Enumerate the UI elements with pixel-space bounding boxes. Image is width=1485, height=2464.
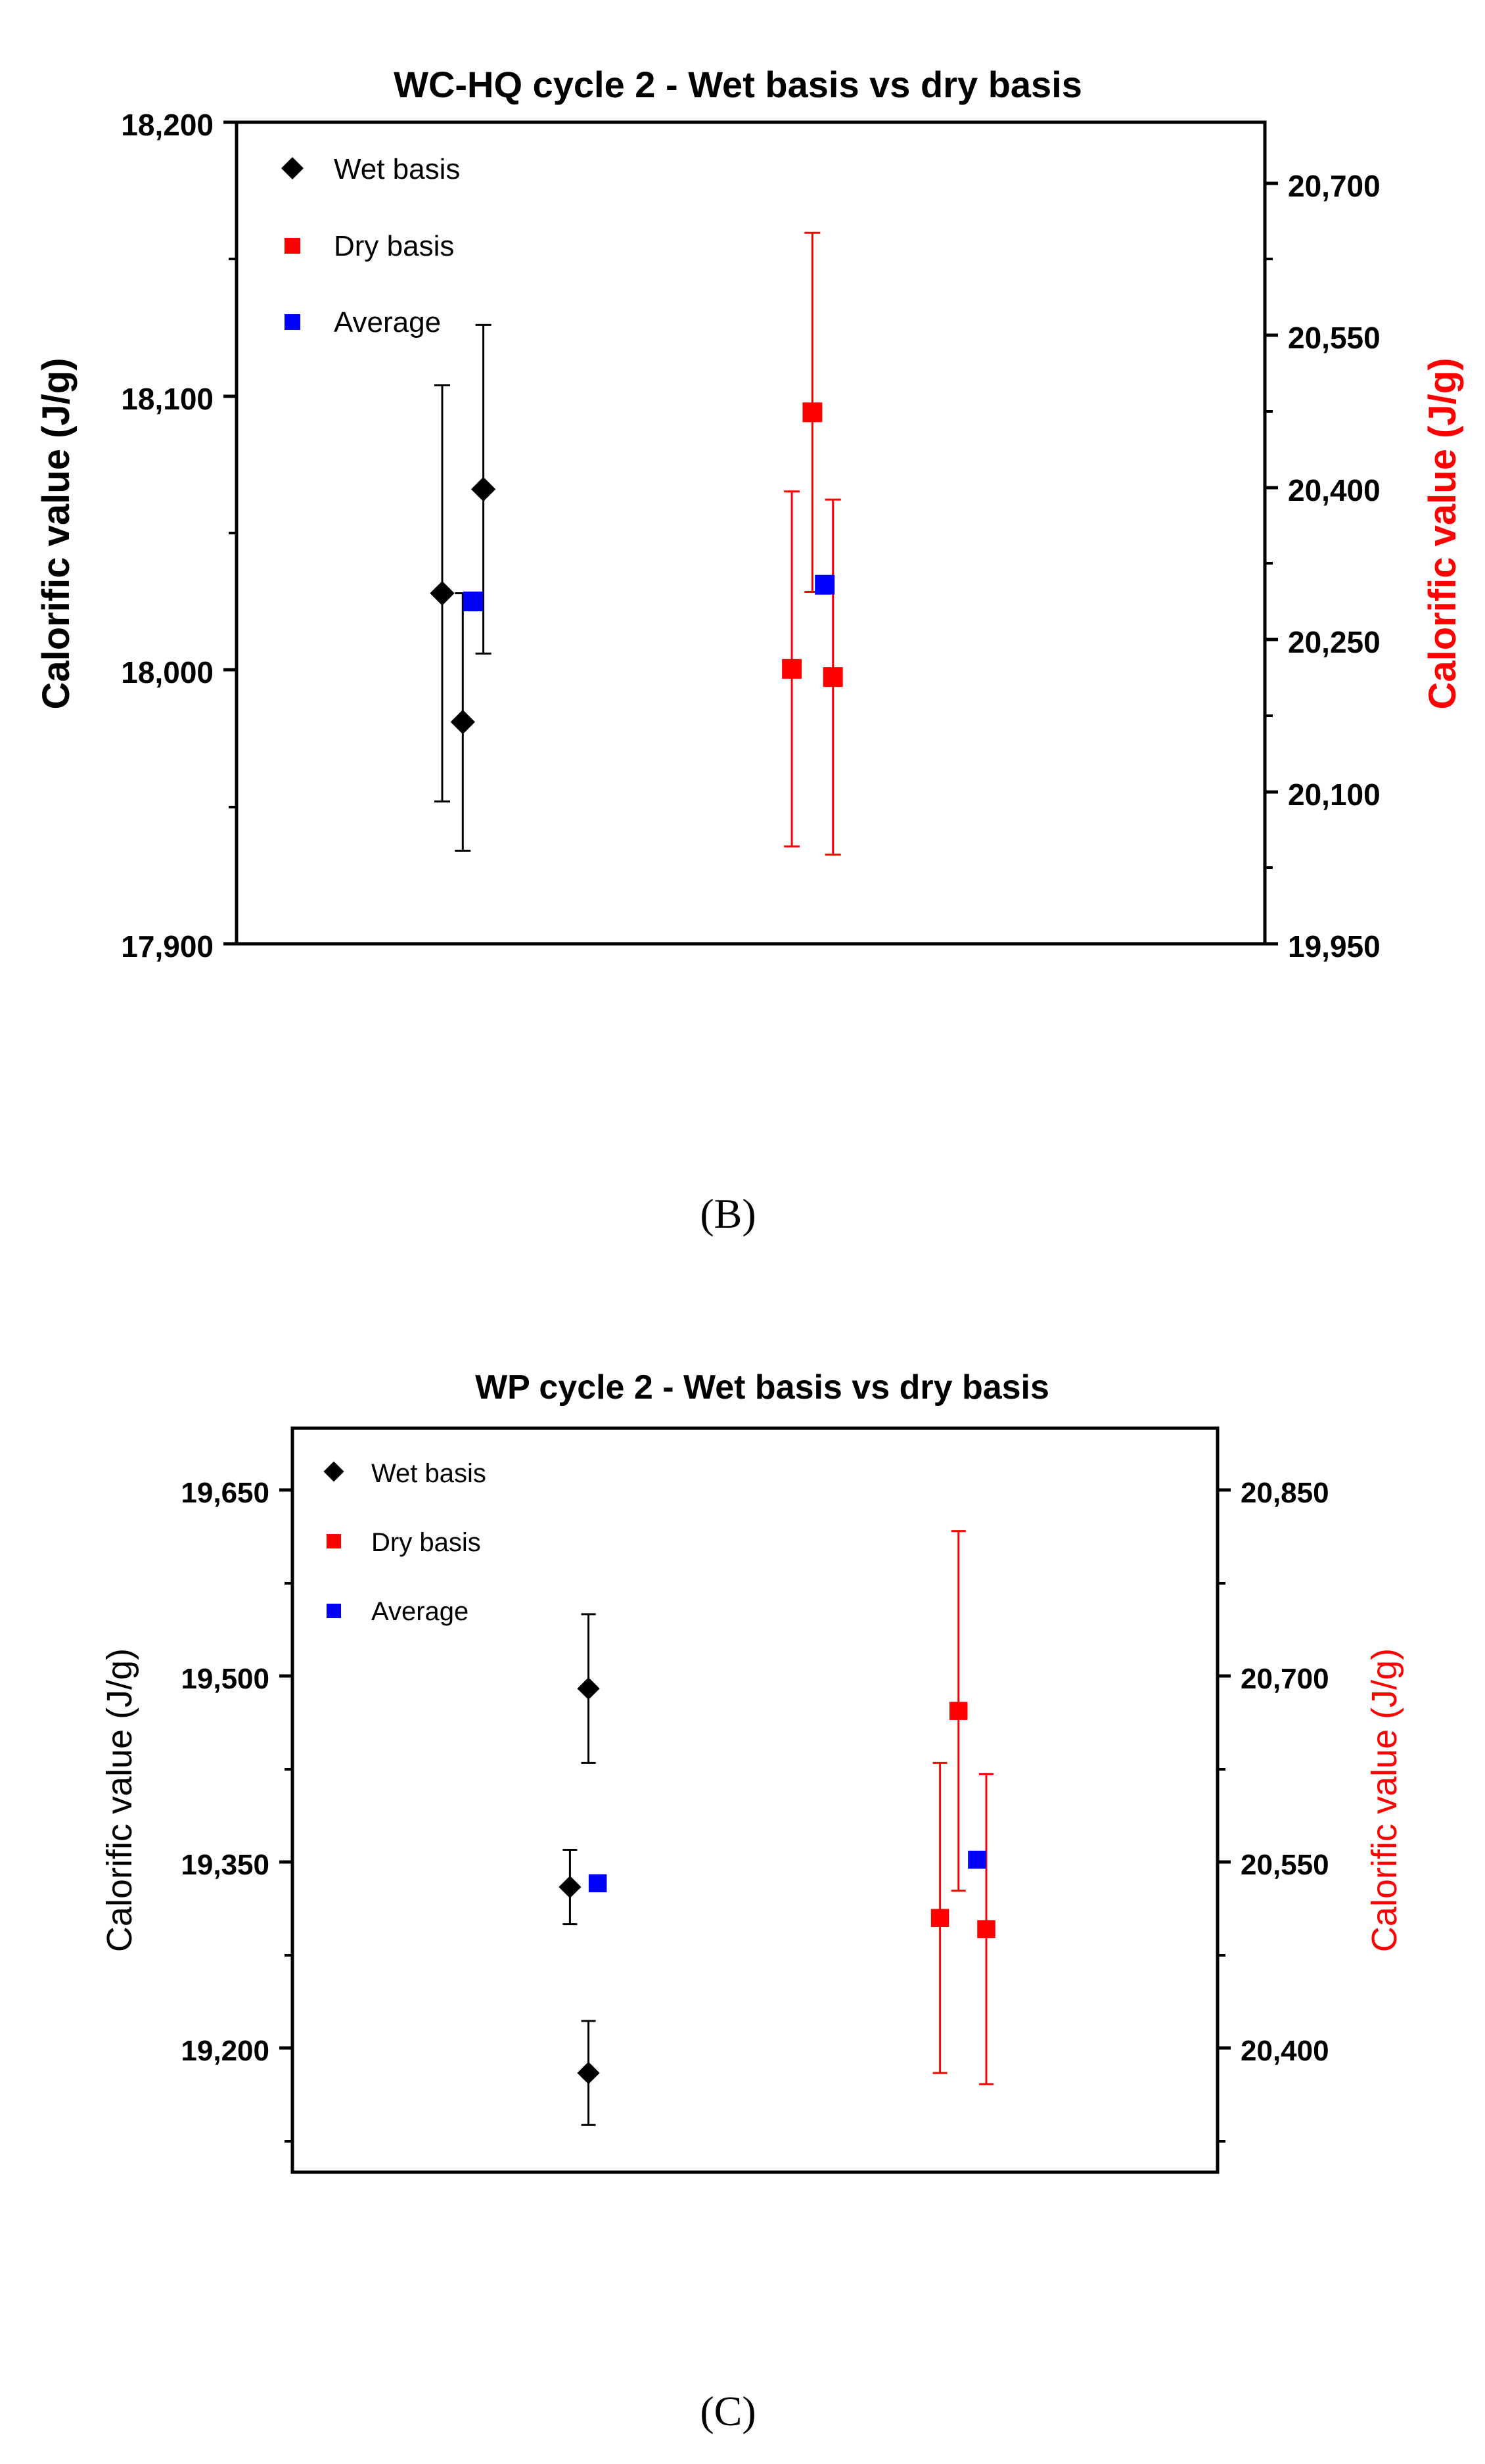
y-tick-label: 19,200	[181, 2035, 269, 2067]
right-axis-ticks	[1218, 1488, 1231, 2143]
chart-title: WP cycle 2 - Wet basis vs dry basis	[475, 1368, 1049, 1406]
wet-basis-point	[430, 580, 455, 606]
y2-tick-label: 20,700	[1241, 1663, 1329, 1695]
y-tick-label: 18,200	[121, 108, 214, 142]
legend-label-wet: Wet basis	[334, 153, 460, 185]
average-point	[815, 574, 835, 595]
average-point	[463, 592, 483, 612]
dry-basis-point	[949, 1702, 968, 1720]
legend-label-dry: Dry basis	[334, 230, 454, 262]
y-tick-label: 17,900	[121, 929, 214, 964]
y2-tick-label: 19,950	[1288, 929, 1381, 964]
y2-tick-label: 20,400	[1288, 473, 1381, 507]
chart-panel-c: WP cycle 2 - Wet basis vs dry basis Calo…	[100, 1368, 1404, 2434]
right-axis-tick-labels: 20,400 20,550 20,700 20,850	[1241, 1477, 1329, 2067]
legend: Wet basis Dry basis Average	[281, 153, 460, 338]
right-axis-tick-labels: 19,950 20,100 20,250 20,400 20,550 20,70…	[1288, 169, 1381, 964]
y2-axis-label: Calorific value (J/g)	[1421, 358, 1464, 709]
legend-marker-average	[327, 1604, 341, 1618]
panel-label: (B)	[700, 1190, 756, 1237]
dry-basis-point	[977, 1920, 995, 1938]
dry-basis-point	[823, 667, 843, 687]
y-axis-label: Calorific value (J/g)	[35, 358, 78, 709]
legend-label-dry: Dry basis	[371, 1528, 481, 1557]
left-axis-tick-labels: 19,200 19,350 19,500 19,650	[181, 1477, 269, 2067]
y2-axis-label: Calorific value (J/g)	[1365, 1648, 1404, 1952]
plot-frame	[290, 1426, 1220, 2174]
dry-basis-point	[930, 1909, 949, 1927]
legend-label-average: Average	[334, 306, 441, 338]
y-tick-label: 18,000	[121, 655, 214, 689]
dry-basis-point	[782, 659, 802, 679]
left-axis-tick-labels: 17,900 18,000 18,100 18,200	[121, 108, 214, 964]
y-tick-label: 19,350	[181, 1849, 269, 1881]
legend: Wet basis Dry basis Average	[323, 1459, 486, 1626]
chart-panel-b: WC-HQ cycle 2 - Wet basis vs dry basis C…	[35, 64, 1464, 1237]
wet-basis-point	[470, 477, 496, 502]
dry-basis-point	[802, 402, 823, 423]
y2-tick-label: 20,250	[1288, 625, 1381, 659]
plot-marks	[559, 1530, 995, 2126]
legend-marker-dry	[285, 238, 300, 254]
y-tick-label: 19,650	[181, 1477, 269, 1509]
left-axis-ticks	[223, 120, 237, 946]
right-axis-ticks	[1265, 181, 1278, 946]
y2-tick-label: 20,700	[1288, 169, 1381, 203]
y2-tick-label: 20,100	[1288, 778, 1381, 812]
chart-title: WC-HQ cycle 2 - Wet basis vs dry basis	[394, 64, 1082, 105]
y2-tick-label: 20,400	[1241, 2035, 1329, 2067]
left-axis-ticks	[279, 1488, 292, 2143]
legend-marker-dry	[327, 1534, 341, 1548]
average-point	[588, 1874, 607, 1893]
legend-marker-wet	[323, 1461, 344, 1482]
panel-label: (C)	[700, 2388, 756, 2434]
legend-label-average: Average	[371, 1597, 468, 1626]
y2-tick-label: 20,550	[1288, 321, 1381, 355]
y-tick-label: 19,500	[181, 1663, 269, 1695]
y-tick-label: 18,100	[121, 382, 214, 416]
y2-tick-label: 20,850	[1241, 1477, 1329, 1509]
wet-basis-point	[450, 709, 475, 735]
legend-marker-wet	[281, 157, 304, 179]
legend-marker-average	[285, 314, 300, 330]
legend-label-wet: Wet basis	[371, 1459, 486, 1488]
y2-tick-label: 20,550	[1241, 1849, 1329, 1881]
average-point	[968, 1850, 986, 1869]
y-axis-label: Calorific value (J/g)	[100, 1648, 139, 1952]
plot-marks	[430, 231, 843, 856]
